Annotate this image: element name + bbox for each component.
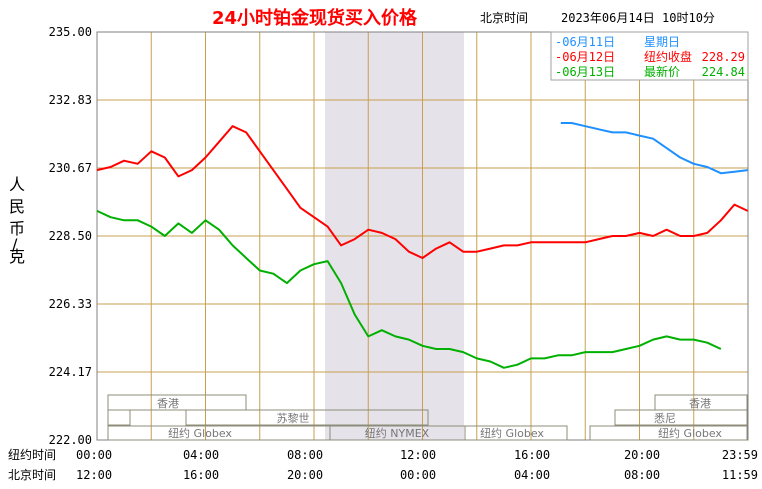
- x-tick-bj: 12:00: [76, 468, 112, 482]
- update-datetime: 2023年06月14日 10时10分: [561, 11, 715, 25]
- legend-value: 228.29: [702, 50, 745, 64]
- x-tick-bj: 16:00: [183, 468, 219, 482]
- price-series: [96, 122, 749, 369]
- timezone-label: 北京时间: [480, 11, 528, 25]
- y-tick-labels: 235.00 232.83 230.67 228.50 226.33 224.17 222.…: [49, 25, 92, 447]
- x-tick-ny: 08:00: [287, 448, 323, 462]
- market-label: 纽约 Globex: [168, 426, 232, 440]
- chart-title: 24小时铂金现货买入价格: [212, 7, 418, 29]
- legend-date: -06月11日: [555, 35, 615, 49]
- y-axis-title-char-5: 克: [9, 247, 25, 266]
- market-label: 香港: [689, 397, 711, 410]
- x-tick-ny: 16:00: [514, 448, 550, 462]
- y-tick-label: 230.67: [49, 161, 92, 175]
- market-label: 香港: [157, 397, 179, 410]
- x-tick-bj: 00:00: [400, 468, 436, 482]
- x-tick-ny: 23:59: [722, 448, 758, 462]
- x-tick-bj: 04:00: [514, 468, 550, 482]
- legend-date: -06月13日: [555, 65, 615, 79]
- legend: -06月11日 星期日 -06月12日 纽约收盘 228.29 -06月13日 最新价 224…: [550, 31, 749, 81]
- y-tick-label: 232.83: [49, 93, 92, 107]
- x-tick-ny: 20:00: [624, 448, 660, 462]
- series-line-3: [96, 209, 722, 369]
- y-axis-title-char-4: /: [12, 235, 18, 254]
- market-label: 悉尼: [654, 412, 676, 425]
- x-tick-ny: 00:00: [76, 448, 112, 462]
- y-tick-label: 235.00: [49, 25, 92, 39]
- market-bar: [589, 425, 748, 441]
- series-line-1: [560, 122, 748, 175]
- legend-box: [550, 31, 749, 81]
- y-tick-label: 224.17: [49, 365, 92, 379]
- market-label: 苏黎世: [277, 411, 310, 425]
- y-tick-label: 226.33: [49, 297, 92, 311]
- x-tick-bj: 20:00: [287, 468, 323, 482]
- y-axis-title: 人 民 币 / 克: [9, 175, 25, 266]
- legend-note: 最新价: [644, 64, 680, 79]
- y-tick-label: 228.50: [49, 229, 92, 243]
- market-bar: [107, 394, 247, 411]
- legend-note: 纽约收盘: [644, 49, 692, 64]
- market-label: 纽约 Globex: [658, 426, 722, 440]
- legend-date: -06月12日: [555, 50, 615, 64]
- market-bar: [464, 425, 568, 441]
- y-axis-title-char-2: 民: [9, 197, 25, 216]
- legend-note: 星期日: [644, 35, 680, 49]
- series-line-2: [96, 125, 749, 259]
- x-axis-bj-label: 北京时间: [8, 468, 56, 482]
- x-tick-labels: 00:00 04:00 08:00 12:00 16:00 20:00 23:59 12:00…: [76, 448, 758, 482]
- x-axis-ny-label: 纽约时间: [8, 447, 56, 462]
- x-tick-ny: 12:00: [400, 448, 436, 462]
- market-label: 纽约 NYMEX: [365, 426, 430, 440]
- x-tick-bj: 11:59: [722, 468, 758, 482]
- y-tick-label: 222.00: [49, 433, 92, 447]
- market-bar-frame: [107, 409, 131, 426]
- market-bar: [614, 409, 748, 426]
- market-bar: [185, 409, 429, 426]
- y-axis-title-char-1: 人: [9, 175, 25, 194]
- legend-value: 224.84: [702, 65, 745, 79]
- x-tick-ny: 04:00: [183, 448, 219, 462]
- y-axis-title-char-3: 币: [9, 219, 25, 238]
- market-label: 纽约 Globex: [480, 426, 544, 440]
- x-tick-bj: 08:00: [624, 468, 660, 482]
